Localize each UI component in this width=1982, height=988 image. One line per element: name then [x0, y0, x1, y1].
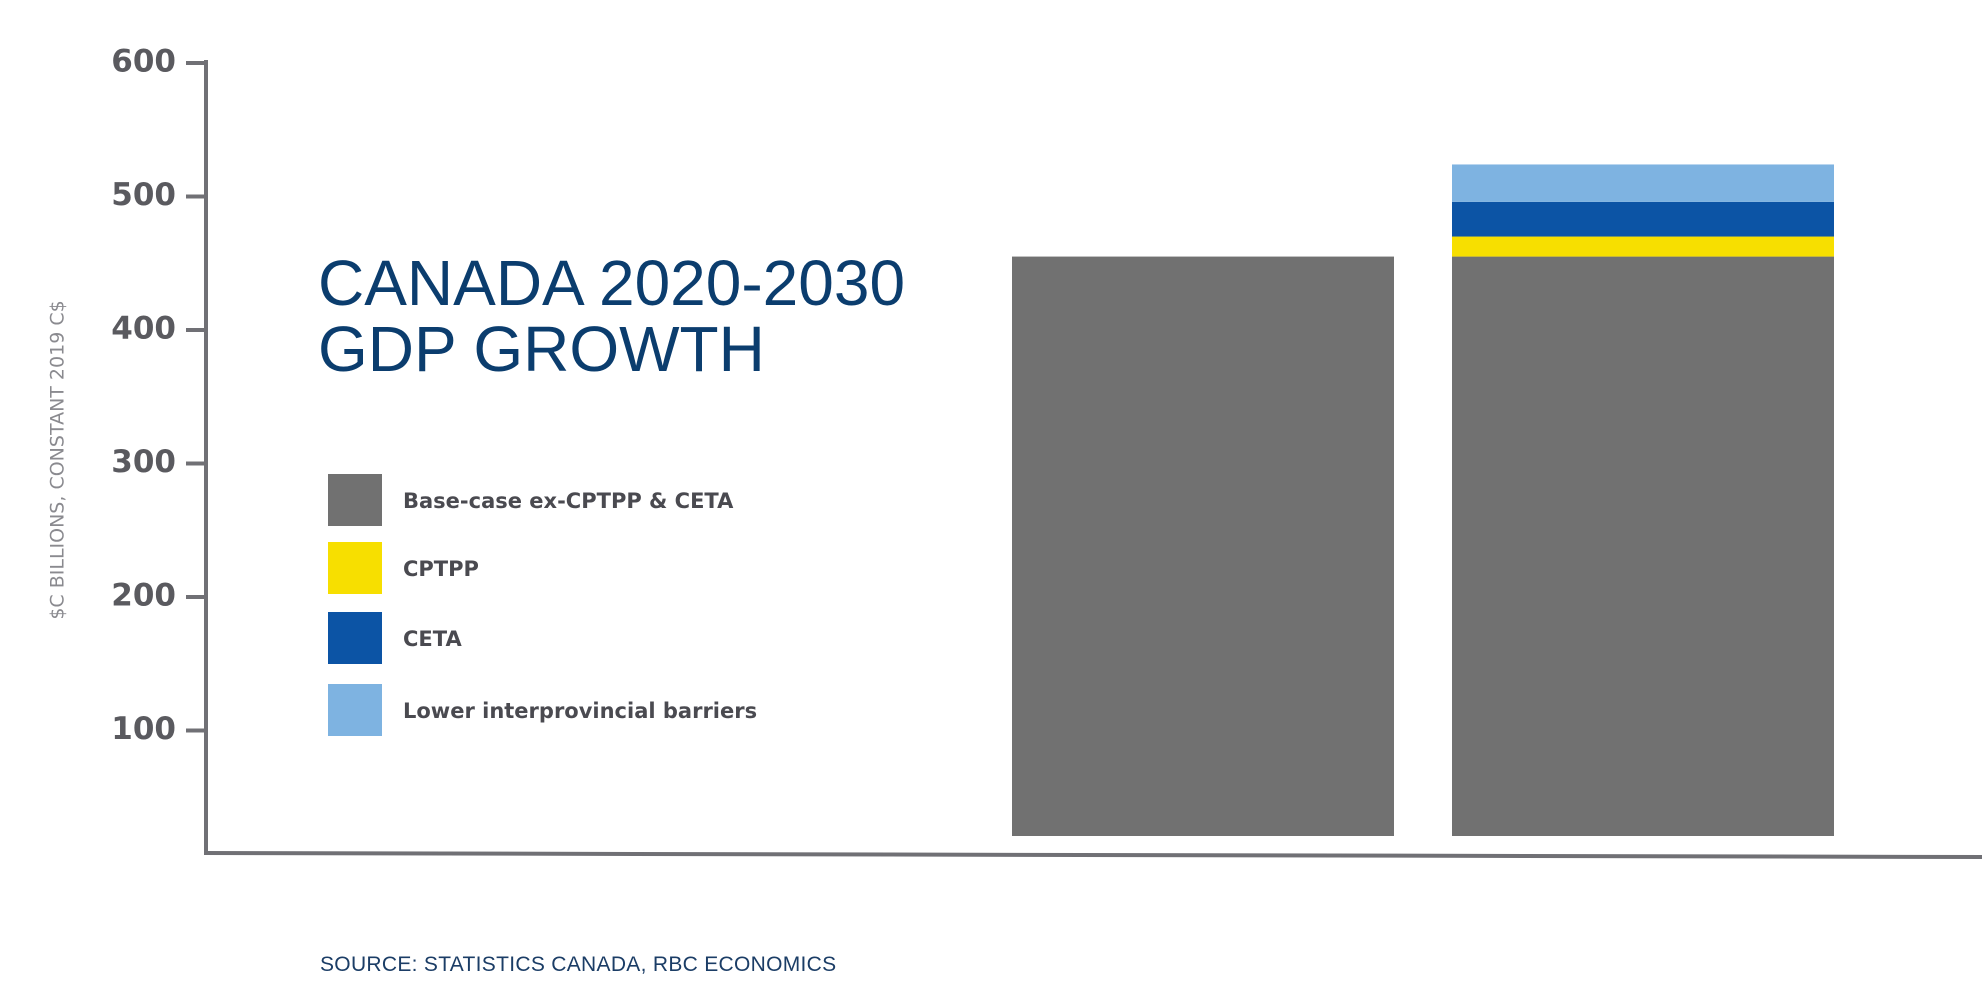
chart-title-line-1: CANADA 2020-2030 [318, 247, 906, 319]
bar-segment-2-series-4 [1452, 164, 1834, 202]
legend-label-2: CPTPP [403, 557, 479, 581]
y-tick-label: 200 [111, 578, 176, 614]
bar-segment-1-series-1 [1012, 256, 1394, 836]
legend-label-3: CETA [403, 627, 462, 651]
y-tick-label: 100 [111, 711, 176, 747]
legend-swatch-1 [328, 474, 382, 526]
legend-swatch-3 [328, 612, 382, 664]
chart-title: CANADA 2020-2030 GDP GROWTH [318, 250, 905, 382]
bar-segment-2-series-2 [1452, 236, 1834, 257]
legend-label-4: Lower interprovincial barriers [403, 699, 757, 723]
bar-segment-2-series-1 [1452, 256, 1834, 836]
source-note: SOURCE: STATISTICS CANADA, RBC ECONOMICS [320, 953, 837, 976]
y-tick-label: 500 [111, 177, 176, 213]
y-ticks-layer: 100 200 300 400 500 600 [111, 44, 206, 747]
bars-layer [1012, 164, 1834, 836]
x-axis-line [203, 851, 1982, 859]
bar-segment-2-series-3 [1452, 201, 1834, 237]
y-tick-label: 600 [111, 44, 176, 80]
y-tick-label: 300 [111, 444, 176, 480]
legend: Base-case ex-CPTPP & CETA CPTPP CETA Lower … [328, 474, 757, 736]
legend-swatch-4 [328, 684, 382, 736]
legend-label-1: Base-case ex-CPTPP & CETA [403, 489, 734, 513]
y-axis-label: $C BILLIONS, CONSTANT 2019 C$ [47, 300, 69, 619]
y-tick-label: 400 [111, 311, 176, 347]
axes-layer [203, 60, 1982, 859]
chart-title-line-2: GDP GROWTH [318, 313, 765, 385]
legend-swatch-2 [328, 542, 382, 594]
